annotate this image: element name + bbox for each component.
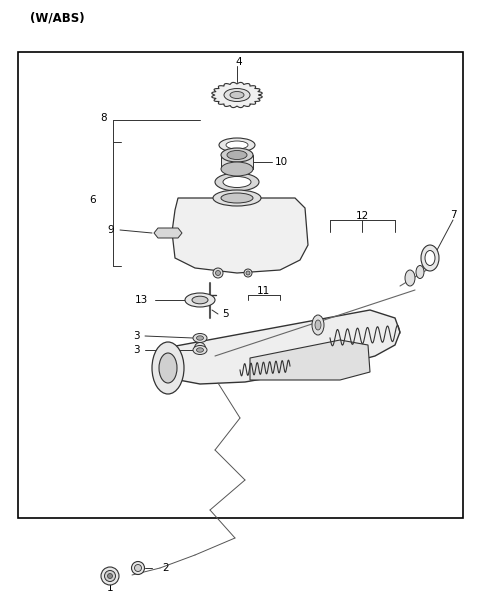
Ellipse shape [196, 348, 204, 352]
Ellipse shape [221, 148, 253, 162]
Text: 4: 4 [236, 57, 242, 67]
Text: 6: 6 [89, 195, 96, 205]
Text: 1: 1 [107, 583, 113, 593]
Ellipse shape [227, 151, 247, 159]
Circle shape [134, 564, 142, 572]
Circle shape [244, 269, 252, 277]
Ellipse shape [221, 162, 253, 176]
Ellipse shape [196, 336, 204, 340]
Ellipse shape [193, 345, 207, 354]
Text: 7: 7 [450, 210, 456, 220]
Text: (W/ABS): (W/ABS) [30, 12, 84, 24]
Ellipse shape [159, 353, 177, 383]
Circle shape [194, 342, 205, 353]
Ellipse shape [213, 190, 261, 206]
Polygon shape [154, 228, 182, 238]
Circle shape [101, 567, 119, 585]
Text: 3: 3 [133, 331, 140, 341]
Ellipse shape [224, 89, 250, 102]
Bar [18, 52, 463, 518]
Ellipse shape [192, 296, 208, 304]
Text: 2: 2 [162, 563, 168, 573]
Ellipse shape [219, 138, 255, 152]
Text: 10: 10 [275, 157, 288, 167]
Circle shape [105, 570, 116, 581]
Ellipse shape [215, 173, 259, 191]
Ellipse shape [416, 266, 424, 278]
Text: 13: 13 [135, 295, 148, 305]
Circle shape [108, 573, 112, 578]
Ellipse shape [223, 176, 251, 187]
Ellipse shape [230, 91, 244, 98]
Ellipse shape [312, 315, 324, 335]
Ellipse shape [152, 342, 184, 394]
Bar [221, 155, 253, 169]
Text: 9: 9 [108, 225, 114, 235]
Ellipse shape [226, 141, 248, 149]
Text: 12: 12 [355, 211, 369, 221]
Circle shape [132, 562, 144, 575]
Circle shape [197, 345, 203, 350]
Ellipse shape [221, 193, 253, 203]
Ellipse shape [405, 270, 415, 286]
Text: 5: 5 [222, 309, 228, 319]
Ellipse shape [193, 334, 207, 342]
Text: 8: 8 [100, 113, 107, 123]
Ellipse shape [421, 245, 439, 271]
Ellipse shape [425, 250, 435, 266]
Ellipse shape [185, 293, 215, 307]
Polygon shape [250, 340, 370, 380]
Text: 11: 11 [256, 286, 270, 296]
Polygon shape [172, 198, 308, 273]
Polygon shape [162, 310, 400, 384]
Circle shape [213, 268, 223, 278]
Polygon shape [212, 83, 262, 108]
Circle shape [246, 271, 250, 275]
Circle shape [216, 271, 220, 275]
Ellipse shape [315, 320, 321, 330]
Text: 3: 3 [133, 345, 140, 355]
